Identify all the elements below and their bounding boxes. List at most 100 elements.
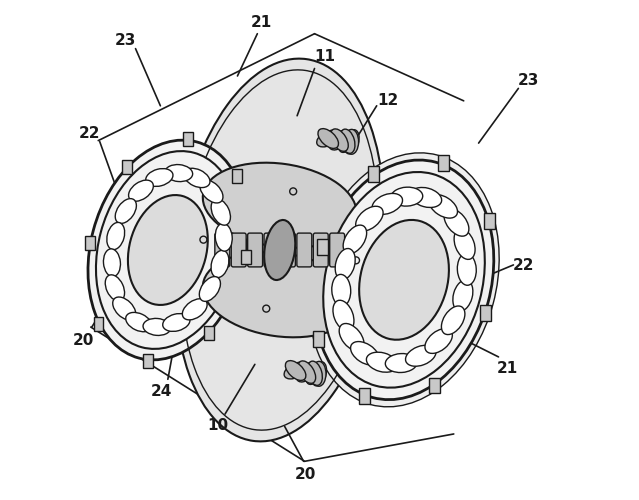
Ellipse shape: [344, 130, 359, 154]
Ellipse shape: [264, 220, 295, 280]
Ellipse shape: [112, 297, 135, 320]
FancyBboxPatch shape: [231, 233, 246, 267]
Ellipse shape: [425, 328, 452, 353]
Ellipse shape: [339, 130, 357, 152]
Ellipse shape: [314, 160, 494, 400]
FancyBboxPatch shape: [264, 233, 279, 267]
Ellipse shape: [284, 362, 307, 379]
Text: 12: 12: [378, 94, 399, 108]
Text: 21: 21: [250, 15, 272, 30]
Ellipse shape: [88, 140, 248, 360]
Ellipse shape: [307, 361, 322, 386]
Ellipse shape: [406, 345, 436, 366]
FancyBboxPatch shape: [204, 326, 214, 340]
Ellipse shape: [335, 248, 355, 280]
Ellipse shape: [331, 129, 348, 152]
Ellipse shape: [453, 280, 473, 311]
Ellipse shape: [309, 153, 499, 407]
Ellipse shape: [442, 306, 465, 334]
Ellipse shape: [454, 229, 475, 260]
FancyBboxPatch shape: [85, 236, 95, 250]
Ellipse shape: [332, 274, 351, 306]
Ellipse shape: [323, 172, 485, 388]
Ellipse shape: [318, 128, 339, 148]
Ellipse shape: [128, 195, 208, 305]
Ellipse shape: [312, 362, 326, 386]
FancyBboxPatch shape: [481, 305, 491, 321]
Text: 23: 23: [518, 74, 539, 88]
Text: 20: 20: [295, 467, 316, 482]
Ellipse shape: [105, 275, 125, 301]
Ellipse shape: [296, 362, 317, 382]
Ellipse shape: [344, 130, 358, 154]
Ellipse shape: [329, 130, 350, 150]
Text: 10: 10: [207, 418, 228, 432]
FancyBboxPatch shape: [313, 331, 324, 347]
Ellipse shape: [359, 220, 449, 340]
Text: 23: 23: [115, 32, 136, 48]
Ellipse shape: [351, 342, 379, 365]
Ellipse shape: [199, 276, 220, 301]
FancyBboxPatch shape: [317, 239, 328, 255]
FancyBboxPatch shape: [241, 250, 251, 264]
Ellipse shape: [306, 362, 324, 384]
FancyBboxPatch shape: [438, 156, 449, 172]
Text: 22: 22: [79, 126, 100, 140]
Ellipse shape: [165, 164, 192, 182]
Ellipse shape: [312, 362, 327, 386]
Ellipse shape: [333, 300, 354, 330]
Ellipse shape: [372, 194, 403, 214]
Ellipse shape: [96, 151, 240, 349]
Ellipse shape: [444, 208, 469, 236]
Ellipse shape: [182, 298, 207, 320]
Ellipse shape: [298, 361, 316, 384]
FancyBboxPatch shape: [143, 354, 153, 368]
FancyBboxPatch shape: [93, 316, 104, 330]
Ellipse shape: [128, 180, 153, 202]
Ellipse shape: [175, 58, 384, 442]
Ellipse shape: [391, 187, 423, 206]
Ellipse shape: [339, 324, 364, 351]
Ellipse shape: [163, 314, 190, 332]
Ellipse shape: [215, 224, 232, 251]
Ellipse shape: [429, 194, 458, 218]
Ellipse shape: [115, 198, 136, 224]
Ellipse shape: [200, 180, 223, 203]
FancyBboxPatch shape: [484, 213, 495, 229]
FancyBboxPatch shape: [369, 166, 380, 182]
Ellipse shape: [211, 199, 231, 225]
FancyBboxPatch shape: [183, 132, 193, 146]
Ellipse shape: [385, 354, 417, 372]
FancyBboxPatch shape: [297, 233, 312, 267]
Ellipse shape: [410, 188, 442, 208]
Ellipse shape: [286, 360, 306, 380]
FancyBboxPatch shape: [330, 233, 344, 267]
FancyBboxPatch shape: [248, 233, 263, 267]
Ellipse shape: [104, 249, 121, 276]
Text: 20: 20: [73, 333, 94, 348]
Ellipse shape: [317, 130, 340, 147]
Ellipse shape: [126, 312, 152, 332]
Ellipse shape: [366, 352, 397, 372]
Ellipse shape: [340, 129, 355, 154]
FancyBboxPatch shape: [121, 160, 132, 174]
Ellipse shape: [146, 168, 173, 186]
Text: 22: 22: [512, 258, 534, 274]
Text: 21: 21: [497, 361, 518, 376]
FancyBboxPatch shape: [359, 388, 371, 404]
FancyBboxPatch shape: [281, 233, 295, 267]
Ellipse shape: [343, 225, 367, 254]
Ellipse shape: [184, 168, 210, 188]
Ellipse shape: [356, 206, 383, 231]
Ellipse shape: [203, 252, 357, 338]
Ellipse shape: [203, 162, 357, 248]
FancyBboxPatch shape: [215, 233, 230, 267]
Text: 24: 24: [151, 384, 172, 399]
FancyBboxPatch shape: [429, 378, 440, 394]
FancyBboxPatch shape: [313, 233, 328, 267]
Text: 11: 11: [314, 48, 335, 64]
Ellipse shape: [143, 318, 171, 336]
Ellipse shape: [107, 222, 125, 250]
Ellipse shape: [458, 254, 476, 286]
FancyBboxPatch shape: [232, 170, 242, 183]
